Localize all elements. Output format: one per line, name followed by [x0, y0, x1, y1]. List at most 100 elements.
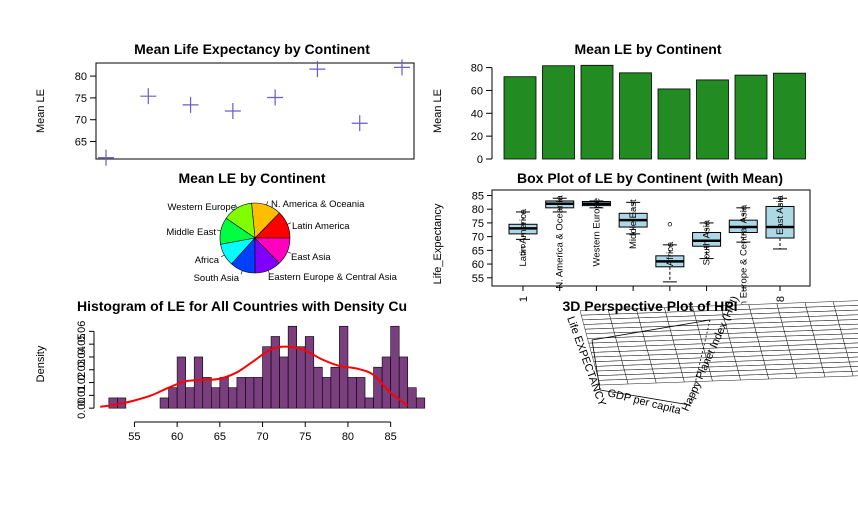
pie-leader	[287, 222, 292, 225]
pie-label: N. America & Oceania	[271, 199, 365, 210]
histogram-bar	[159, 397, 169, 409]
bar-y-tick-label: 0	[477, 154, 483, 166]
box-category-label: Middle East	[628, 199, 639, 249]
box-item: Eastern Europe & Central Asia	[728, 204, 758, 334]
box-x-tick-label: 1	[518, 296, 530, 302]
histogram-bar	[322, 377, 332, 409]
pie-label: Africa	[195, 255, 220, 266]
histogram-x-axis: 55 60 65 70 75 80 85	[128, 421, 397, 443]
box-item: Middle East	[618, 199, 648, 249]
hist-y-tick-label: 0.00	[76, 397, 88, 418]
pie-leader	[216, 229, 221, 232]
box-item: Latin America	[508, 208, 538, 267]
le-boxplot-panel: Box Plot of LE by Continent (with Mean) …	[432, 170, 811, 334]
histogram-bar	[313, 366, 323, 409]
scatter-point	[394, 59, 410, 76]
surface-facet	[823, 371, 854, 378]
bar	[696, 79, 729, 160]
histogram-bar	[347, 377, 357, 409]
pie-label: East Asia	[291, 252, 331, 263]
surface-facet	[767, 373, 798, 380]
histogram-title: Histogram of LE for All Countries with D…	[77, 298, 407, 314]
bar	[580, 64, 614, 160]
surface-axis-gdp: GDP per capita	[606, 387, 683, 417]
box-y-tick-label: 85	[472, 190, 484, 202]
boxplot-frame	[491, 189, 811, 287]
histogram-bar	[330, 366, 340, 409]
scatter-y-tick-label: 75	[75, 93, 87, 105]
surface-facet	[837, 319, 858, 326]
hist-y-tick-label: 0.02	[76, 372, 88, 393]
histogram-y-axis: 0.000.010.020.030.040.050.06	[76, 321, 95, 419]
pie-slices	[219, 202, 291, 274]
surface-box-lines	[591, 319, 711, 406]
surface-facet	[839, 323, 858, 330]
surface-facet	[845, 347, 858, 353]
box-iqr	[692, 232, 722, 247]
hist-y-tick-label: 0.05	[76, 333, 88, 354]
surface-facet	[850, 366, 858, 372]
histogram-bar	[373, 366, 383, 409]
box-y-tick-label: 70	[472, 232, 484, 244]
surface-title: 3D Perspective Plot of HPI	[562, 298, 737, 314]
pie-labels: Latin America N. America & Oceania Western…	[166, 199, 397, 284]
box-y-tick-label: 75	[472, 218, 484, 230]
scatter-y-tick-label: 65	[75, 137, 87, 149]
histogram-bar	[253, 377, 263, 409]
histogram-bar	[185, 387, 195, 409]
box-edge-left	[591, 339, 601, 391]
bar-y-tick-label: 60	[471, 85, 483, 97]
histogram-bar	[236, 377, 246, 409]
bar	[657, 88, 691, 160]
scatter-point	[351, 115, 368, 132]
scatter-point	[182, 96, 199, 113]
bar	[773, 72, 806, 160]
pie-label: South Asia	[194, 273, 240, 284]
pie-leader	[267, 270, 270, 275]
box-category-label: Latin America	[518, 208, 529, 266]
hist-x-tick-label: 60	[171, 431, 183, 443]
le-histogram-panel: Histogram of LE for All Countries with D…	[35, 298, 426, 443]
histogram-bar	[228, 387, 238, 409]
bar-y-tick-label: 40	[471, 108, 483, 120]
scatter-y-tick-label: 80	[75, 71, 87, 83]
histogram-bar	[219, 377, 229, 409]
hist-x-tick-label: 75	[299, 431, 311, 443]
surface-facet	[842, 338, 858, 344]
surface-facet	[626, 378, 657, 385]
surface-facet	[844, 342, 858, 349]
surface-facet	[836, 314, 858, 321]
surface-facet	[851, 370, 858, 377]
bar-y-tick-label: 80	[471, 63, 483, 75]
hist-y-tick-label: 0.06	[76, 321, 88, 342]
bar-y-tick-label: 20	[471, 131, 483, 143]
box-category-label: East Asia	[775, 195, 786, 235]
histogram-bar	[193, 356, 204, 409]
box-item: N. America & Oceania	[545, 195, 575, 289]
scatter-plot-frame	[95, 62, 415, 160]
mean-le-bar-panel: Mean LE by Continent Mean LE 0 20 40 60 80	[432, 41, 806, 166]
box-edge-back	[591, 319, 711, 341]
surface-facet	[846, 352, 858, 358]
scatter-point	[309, 61, 326, 78]
box-edge-front	[599, 389, 691, 406]
box-item: Western Europe	[581, 198, 611, 266]
box-outlier	[520, 250, 526, 256]
box-x-tick-label: 8	[775, 296, 787, 302]
bar-title: Mean LE by Continent	[575, 41, 722, 57]
surface-facet	[739, 374, 770, 381]
scatter-point	[267, 89, 284, 106]
surface-facet	[598, 379, 629, 386]
scatter-y-tick-label: 70	[75, 115, 87, 127]
histogram-bar	[108, 397, 118, 409]
box-y-tick-label: 80	[472, 204, 484, 216]
histogram-bar	[304, 336, 315, 409]
histogram-bar	[279, 356, 289, 409]
box-item: South Asia	[692, 219, 722, 265]
histogram-bars	[108, 325, 426, 409]
pie-label: Latin America	[292, 221, 350, 232]
bar-ylabel: Mean LE	[432, 89, 444, 133]
scatter-point	[140, 88, 157, 105]
